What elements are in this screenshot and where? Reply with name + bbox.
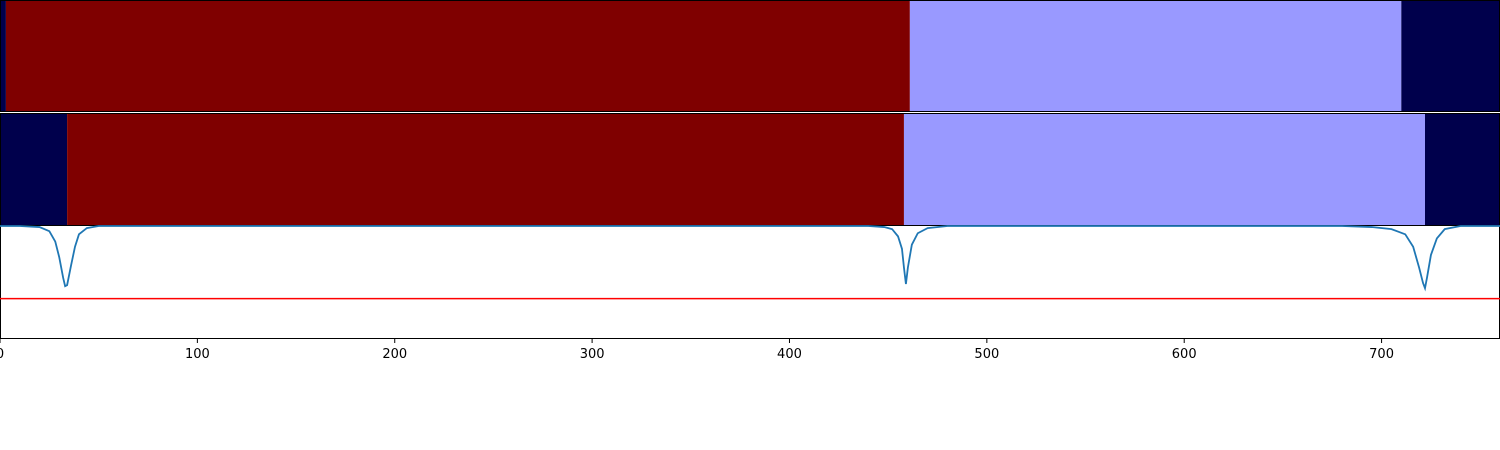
segmentation-strip-2: [0, 114, 1500, 225]
strip-2-segment-2: [67, 114, 904, 225]
strip-1-segment-2: [5, 1, 910, 112]
x-tick-label-100: 100: [185, 347, 210, 362]
strip-1-segment-1: [0, 1, 6, 112]
strip-1-segment-3: [909, 1, 1402, 112]
line-panel: [0, 225, 1500, 339]
x-tick-label-400: 400: [777, 347, 802, 362]
x-axis: 0 100 200 300 400 500 600 700: [0, 338, 1394, 362]
x-tick-label-0: 0: [0, 347, 4, 362]
x-tick-label-200: 200: [382, 347, 407, 362]
segmentation-strip-1: [0, 1, 1500, 112]
strip-2-segment-4: [1425, 114, 1500, 225]
strip-2-segment-3: [903, 114, 1425, 225]
strip-2-segment-1: [0, 114, 68, 225]
x-tick-label-300: 300: [580, 347, 605, 362]
strip-1-segment-4: [1401, 1, 1500, 112]
x-tick-label-600: 600: [1172, 347, 1197, 362]
line-panel-frame: [0, 225, 1500, 339]
x-tick-label-700: 700: [1369, 347, 1394, 362]
series-line: [0, 225, 1500, 292]
x-tick-label-500: 500: [974, 347, 999, 362]
